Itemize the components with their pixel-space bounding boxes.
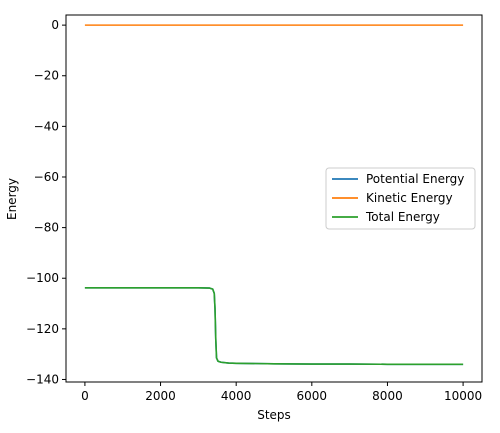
plot-frame xyxy=(65,14,483,383)
y-tick-label: −100 xyxy=(26,271,59,285)
x-tick-label: 0 xyxy=(81,389,89,403)
y-tick-label: −40 xyxy=(34,119,59,133)
legend-box xyxy=(325,167,476,230)
y-axis-label: Energy xyxy=(5,178,19,220)
y-tick-label: −80 xyxy=(34,221,59,235)
series-line-potential-energy xyxy=(84,287,464,366)
x-tick-label: 8000 xyxy=(372,389,403,403)
y-tick-label: −60 xyxy=(34,170,59,184)
x-tick-label: 2000 xyxy=(145,389,176,403)
legend-label: Potential Energy xyxy=(366,172,464,186)
legend: Potential Energy Kinetic Energy Total Ener… xyxy=(325,167,476,230)
x-axis-label: Steps xyxy=(257,408,291,422)
y-tick-label: −20 xyxy=(34,69,59,83)
x-tick-label: 4000 xyxy=(221,389,252,403)
y-tick-label: 0 xyxy=(51,18,59,32)
legend-label: Kinetic Energy xyxy=(366,191,453,205)
x-tick-label: 10000 xyxy=(444,389,482,403)
y-axis-ticks: 0 −20 −40 −60 −80 −100 −120 −140 xyxy=(26,18,66,386)
x-tick-label: 6000 xyxy=(297,389,328,403)
x-axis-ticks: 0 2000 4000 6000 8000 10000 xyxy=(81,382,482,403)
legend-label: Total Energy xyxy=(365,210,440,224)
plot-lines xyxy=(84,24,464,366)
series-line-total-energy xyxy=(84,287,464,366)
y-tick-label: −120 xyxy=(26,322,59,336)
y-tick-label: −140 xyxy=(26,372,59,386)
